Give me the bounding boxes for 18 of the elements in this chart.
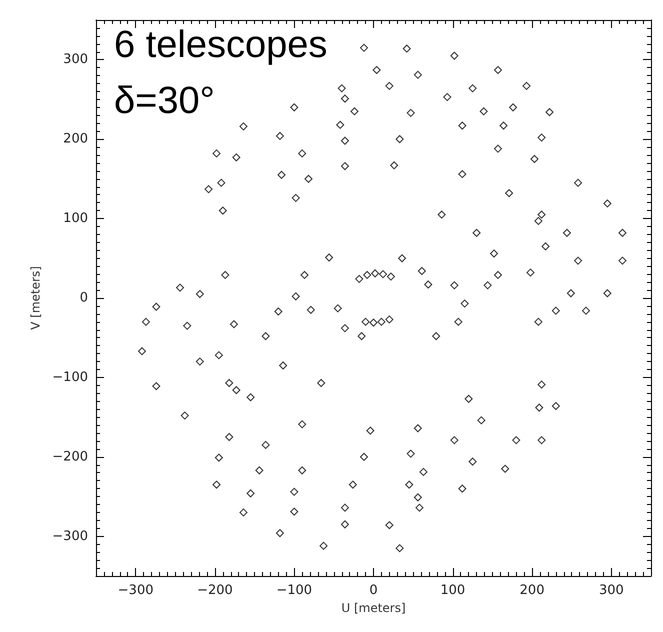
y-tick-label: −100 (52, 370, 88, 385)
y-tick-label: 100 (63, 211, 88, 226)
x-tick-label: 0 (369, 583, 378, 598)
y-tick-label: 0 (80, 290, 88, 306)
x-tick-label: −200 (197, 583, 233, 598)
annotation: 6 telescopes (114, 24, 328, 66)
x-tick-label: −100 (276, 583, 312, 598)
x-tick-label: 300 (598, 583, 624, 598)
y-tick-label: −200 (52, 449, 88, 464)
y-tick-label: 300 (63, 52, 88, 68)
x-tick-label: 100 (440, 583, 466, 598)
y-axis-title: V [meters] (28, 266, 42, 330)
annotation: δ=30° (114, 80, 215, 122)
x-tick-label: 200 (520, 583, 544, 598)
y-tick-label: 200 (63, 132, 88, 147)
y-tick-label: −300 (52, 528, 88, 544)
x-axis-title: U [meters] (341, 600, 406, 615)
x-tick-label: −300 (118, 583, 154, 598)
